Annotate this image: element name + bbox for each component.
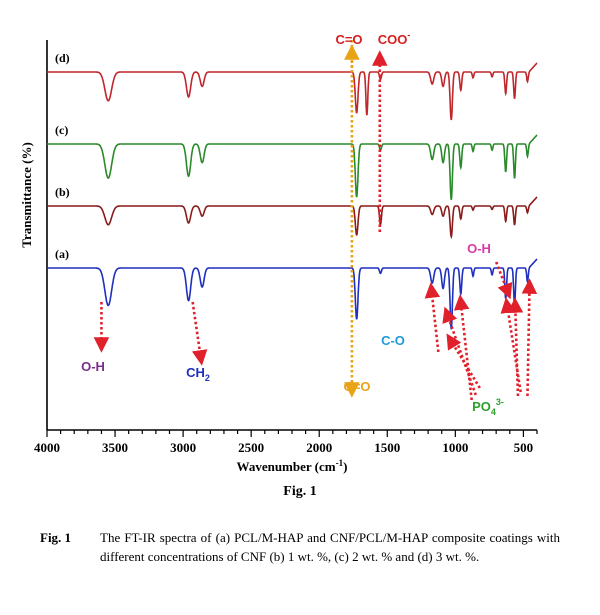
series-label-b: (b) — [55, 185, 70, 199]
annotation-label: CH2 — [186, 365, 210, 383]
spectrum-line-a — [47, 258, 538, 330]
annotation-arrow — [453, 294, 473, 401]
annotation-arrow — [446, 333, 481, 389]
annotation-label: C-O — [381, 333, 405, 348]
x-tick-label: 1500 — [374, 440, 400, 455]
series-label-a: (a) — [55, 247, 69, 261]
annotation-arrow — [442, 306, 477, 396]
spectrum-line-c — [47, 134, 538, 200]
x-tick-label: 2500 — [238, 440, 264, 455]
annotation-arrow — [424, 282, 441, 353]
caption-number: Fig. 1 — [40, 530, 72, 545]
x-tick-label: 500 — [514, 440, 534, 455]
x-tick-label: 2000 — [306, 440, 332, 455]
annotation-arrow — [521, 278, 538, 397]
ftir-chart: 4000 3500 3000 2500 2000 1500 1000 500 Wavenumbe… — [19, 30, 538, 474]
annotation-arrow — [494, 261, 513, 300]
annotation-label: C=O — [343, 379, 370, 394]
y-axis-title: Transmittance (%) — [19, 142, 34, 248]
x-tick-label: 3000 — [170, 440, 196, 455]
annotation-label: PO43- — [472, 397, 504, 417]
annotation-label: O-H — [467, 241, 491, 256]
annotation-arrow — [191, 301, 208, 366]
figure-caption: Fig. 1 The FT-IR spectra of (a) PCL/M-HA… — [40, 528, 560, 566]
series-label-c: (c) — [55, 123, 68, 137]
annotation-label: COO- — [378, 30, 411, 47]
annotation-label: O-H — [81, 359, 105, 374]
x-tick-label: 1000 — [442, 440, 468, 455]
caption-text: The FT-IR spectra of (a) PCL/M-HAP and C… — [100, 530, 560, 564]
annotation-label: C=O — [335, 32, 362, 47]
annotation-arrow — [507, 297, 524, 397]
figure-label: Fig. 1 — [283, 484, 317, 499]
x-axis-title: Wavenumber (cm-1) — [237, 458, 348, 474]
spectrum-line-b — [47, 196, 538, 240]
series-label-d: (d) — [55, 51, 70, 65]
x-tick-label: 4000 — [34, 440, 60, 455]
spectrum-line-d — [47, 62, 538, 121]
x-tick-label: 3500 — [102, 440, 128, 455]
